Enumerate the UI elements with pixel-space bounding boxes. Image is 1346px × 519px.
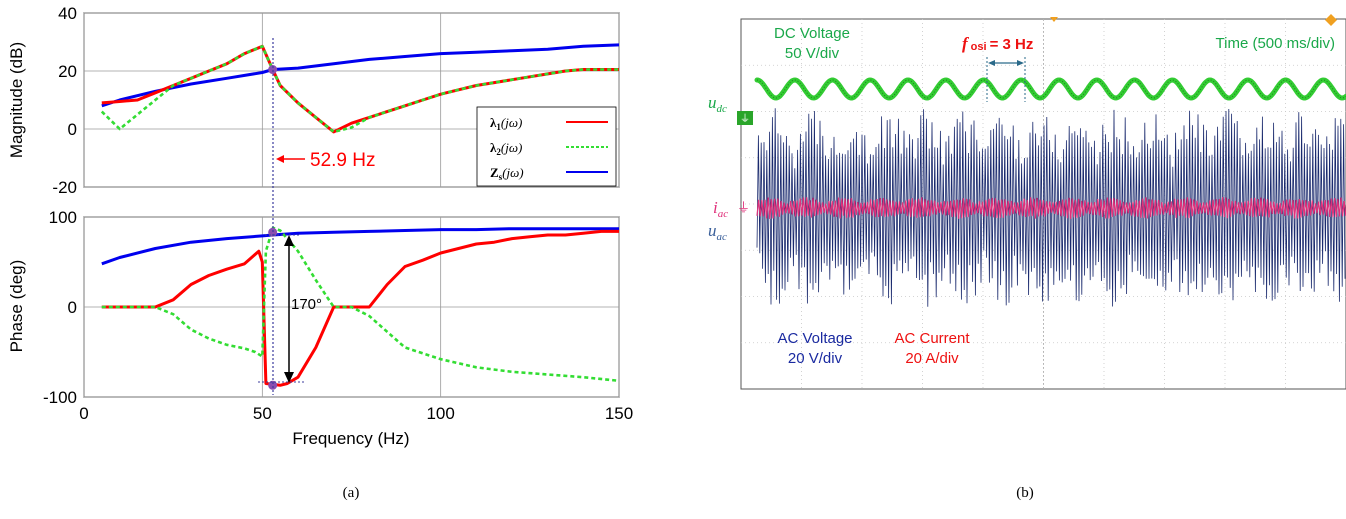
phase-series-lambda2	[101, 226, 620, 383]
ac-channel-marker-glyph: ⏚	[737, 200, 750, 215]
x-tick-150: 150	[605, 404, 633, 423]
resonance-arrow-head	[276, 155, 284, 163]
caption-b: (b)	[1016, 485, 1034, 501]
dc-scale-label: 50 V/div	[785, 45, 840, 62]
magnitude-marker-point-0	[268, 65, 278, 75]
svg-text:λ2(jω): λ2(jω)	[490, 140, 522, 157]
i-ac-symbol: i	[713, 198, 718, 217]
resonance-label: 52.9 Hz	[310, 150, 375, 171]
magnitude-y-tick--20: -20	[52, 178, 77, 197]
x-tick-50: 50	[253, 404, 272, 423]
phase-span-arrow-down	[284, 372, 294, 383]
top-marker	[1050, 17, 1058, 22]
phase-y-axis-label: Phase (deg)	[7, 260, 26, 353]
phase-series-zs	[101, 227, 619, 266]
magnitude-series	[100, 43, 620, 134]
ac-voltage-label: AC Voltage	[777, 330, 852, 347]
phase-span-label: 170°	[291, 296, 322, 313]
u-dc-label: udc	[708, 93, 727, 115]
dc-channel-marker-glyph: ⏚	[740, 113, 750, 125]
legend-item-lambda1: λ1(jω)	[490, 115, 608, 132]
magnitude-y-axis-label: Magnitude (dB)	[7, 42, 26, 158]
phase-y-tick-0: 0	[68, 298, 77, 317]
f-osi-symbol: f	[962, 34, 970, 53]
ac-current-trace	[756, 197, 1346, 219]
legend-lambda2-sub: 2	[496, 147, 501, 157]
phase-x-tick-labels: 0 50 100 150	[79, 404, 633, 423]
legend-zs-symbol: Z	[490, 165, 499, 180]
f-osi-sub: osi	[971, 41, 987, 53]
legend-lambda1-sub: 1	[496, 122, 501, 132]
time-scale-label: Time (500 ms/div)	[1216, 35, 1335, 52]
legend: λ1(jω) λ2(jω) Zs(jω)	[476, 106, 617, 187]
i-ac-sub: ac	[718, 208, 729, 220]
magnitude-plot: -20 0 20 40 Magnitude (dB)	[7, 4, 620, 197]
ac-current-scale-label: 20 A/div	[905, 350, 959, 367]
x-tick-0: 0	[79, 404, 88, 423]
dc-voltage-waveform	[754, 77, 1346, 101]
phase-y-tick-100: 100	[49, 208, 77, 227]
u-dc-symbol: u	[708, 93, 717, 112]
phase-span-arrow-up	[284, 235, 294, 246]
i-ac-label: iac	[713, 198, 728, 220]
dc-channel-marker	[737, 111, 753, 125]
annotations: 52.9 Hz 170°	[258, 38, 375, 395]
caption-a: (a)	[343, 485, 360, 501]
ac-voltage-waveform	[756, 108, 1346, 307]
magnitude-series-lambda2	[100, 44, 619, 134]
u-ac-symbol: u	[708, 221, 717, 240]
legend-zs-sub: s	[499, 172, 503, 182]
svg-text:Zs(jω): Zs(jω)	[490, 165, 524, 182]
phase-y-tick--100: -100	[43, 388, 77, 407]
u-dc-sub: dc	[717, 103, 728, 115]
magnitude-y-tick-20: 20	[58, 62, 77, 81]
oscilloscope-panel: ⏚ ⏚ DC Voltage 50 V/div Time (500 ms/div…	[708, 14, 1346, 390]
period-arrow-right-head	[1017, 60, 1024, 66]
dc-voltage-label: DC Voltage	[774, 25, 850, 42]
u-ac-label: uac	[708, 221, 727, 243]
magnitude-series-zs	[101, 43, 620, 108]
legend-item-zs: Zs(jω)	[490, 165, 608, 182]
ac-voltage-trace	[756, 108, 1346, 307]
phase-marker-point-1	[268, 380, 278, 390]
legend-lambda1-symbol: λ	[490, 115, 497, 130]
f-osi-label: f osi = 3 Hz	[962, 34, 1033, 53]
legend-lambda1-arg: (jω)	[501, 115, 522, 130]
legend-item-lambda2: λ2(jω)	[490, 140, 608, 157]
magnitude-y-tick-labels: -20 0 20 40	[52, 4, 77, 197]
phase-y-tick-labels: -100 0 100	[43, 208, 77, 407]
dc-voltage-trace	[754, 77, 1346, 101]
f-osi-value: = 3 Hz	[990, 36, 1034, 53]
magnitude-y-tick-0: 0	[68, 120, 77, 139]
legend-lambda2-symbol: λ	[490, 140, 497, 155]
svg-text:λ1(jω): λ1(jω)	[490, 115, 522, 132]
ac-current-label: AC Current	[894, 330, 970, 347]
ac-current-waveform	[756, 197, 1346, 219]
trigger-marker	[1325, 14, 1337, 26]
legend-zs-arg: (jω)	[502, 165, 523, 180]
magnitude-y-tick-40: 40	[58, 4, 77, 23]
x-axis-label: Frequency (Hz)	[292, 429, 409, 448]
ac-voltage-scale-label: 20 V/div	[788, 350, 843, 367]
x-tick-100: 100	[426, 404, 454, 423]
u-ac-sub: ac	[717, 231, 728, 243]
legend-lambda2-arg: (jω)	[501, 140, 522, 155]
period-arrow-left-head	[988, 60, 995, 66]
